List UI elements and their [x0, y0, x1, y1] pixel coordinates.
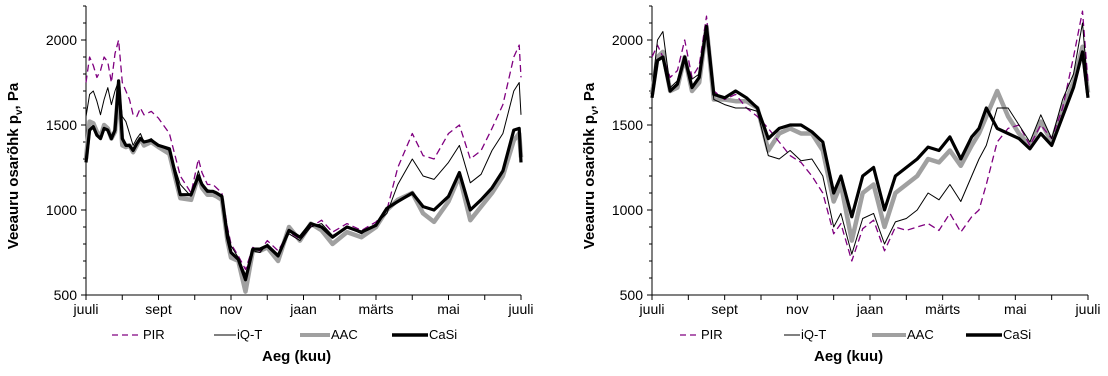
legend-pir-swatch	[680, 333, 700, 336]
y-axis-label: Veeauru osarõhk pv, Pa	[5, 61, 25, 271]
legend-aac-swatch	[300, 332, 330, 337]
legend-casi: CaSi	[392, 327, 457, 342]
y-axis-label-text: Veeauru osarõhk p	[581, 115, 598, 250]
y-axis-label-tail: , Pa	[581, 82, 598, 110]
legend-iqt: iQ-T	[784, 327, 826, 342]
y-axis-label-text: Veeauru osarõhk p	[5, 115, 22, 250]
legend-pir-label: PIR	[143, 327, 165, 342]
legend-aac: AAC	[300, 327, 358, 342]
legend-iqt: iQ-T	[214, 327, 262, 342]
x-tick-label: jaan	[856, 301, 883, 317]
x-tick-label: mai	[437, 301, 460, 317]
series-line-casi	[650, 24, 1090, 219]
legend-iqt-swatch	[784, 334, 800, 335]
x-tick-label: juuli	[1075, 301, 1101, 317]
legend-pir-label: PIR	[701, 327, 723, 342]
legend-aac-swatch	[872, 332, 906, 337]
legend-aac: AAC	[872, 327, 934, 342]
legend-casi: CaSi	[966, 327, 1031, 342]
x-tick-label: märts	[925, 301, 960, 317]
y-tick-label: 2000	[46, 32, 77, 48]
legend-iqt-label: iQ-T	[237, 327, 263, 342]
legend-casi-label: CaSi	[1003, 327, 1032, 342]
legend-casi-label: CaSi	[429, 327, 458, 342]
y-tick-label: 500	[54, 287, 78, 303]
chart-panel-left: 500 1000 1500 2000 juuli sept nov jaan märts mai j…	[5, 5, 534, 365]
x-tick-label: jaan	[289, 301, 316, 317]
y-tick-label: 2000	[612, 32, 643, 48]
x-tick-label: nov	[220, 301, 243, 317]
series-line-aac	[83, 85, 524, 294]
y-tick-label: 1500	[46, 117, 77, 133]
legend-aac-label: AAC	[331, 327, 358, 342]
legend-casi-swatch	[392, 332, 428, 337]
legend-iqt-swatch	[214, 334, 236, 335]
legend-casi-swatch	[966, 332, 1002, 337]
y-axis-label-tail: , Pa	[5, 82, 22, 110]
x-tick-label: juuli	[639, 301, 665, 317]
x-axis-label: Aeg (kuu)	[262, 348, 332, 365]
y-tick-label: 1000	[612, 202, 643, 218]
series-line-aac	[649, 24, 1091, 243]
y-tick-label: 1000	[46, 202, 77, 218]
x-tick-label: mai	[1004, 301, 1027, 317]
x-tick-label: juuli	[508, 301, 534, 317]
chart-panel-right: 500 1000 1500 2000 juuli sept nov jaan märts mai j…	[554, 0, 1108, 376]
x-axis-label: Aeg (kuu)	[814, 348, 884, 365]
x-tick-label: juuli	[73, 301, 99, 317]
x-tick-label: sept	[145, 301, 172, 317]
legend-pir-swatch	[112, 333, 142, 336]
x-tick-label: nov	[786, 301, 809, 317]
series-line-casi	[84, 79, 523, 282]
legend-iqt-label: iQ-T	[801, 327, 827, 342]
y-tick-label: 1500	[612, 117, 643, 133]
x-tick-label: sept	[711, 301, 738, 317]
x-tick-label: märts	[359, 301, 394, 317]
legend-pir: PIR	[680, 327, 723, 342]
legend-aac-label: AAC	[907, 327, 934, 342]
y-tick-label: 500	[620, 287, 644, 303]
y-axis-label-sub: v	[590, 109, 601, 116]
line-chart-left: 500 1000 1500 2000 juuli sept nov jaan märts mai j…	[46, 5, 534, 317]
y-axis-label-sub: v	[14, 109, 25, 116]
legend-pir: PIR	[112, 327, 165, 342]
series-line-pir	[85, 39, 522, 271]
line-chart-right: 500 1000 1500 2000 juuli sept nov jaan märts mai j…	[612, 5, 1101, 317]
y-axis-label: Veeauru osarõhk pv, Pa	[581, 61, 601, 271]
